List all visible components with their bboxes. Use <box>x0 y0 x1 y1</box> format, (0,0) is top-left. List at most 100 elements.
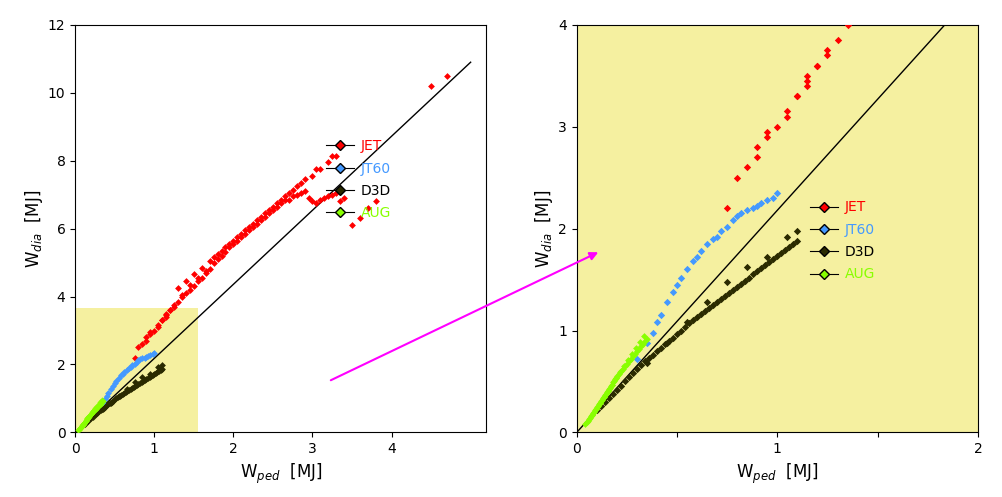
Point <box>273 199 289 207</box>
Point <box>580 415 596 423</box>
Point <box>293 179 309 187</box>
Point <box>720 289 736 297</box>
Point <box>620 373 636 381</box>
Point <box>158 310 174 318</box>
Point <box>121 386 137 394</box>
Point <box>585 408 601 416</box>
Point <box>704 301 720 309</box>
Point <box>738 164 755 171</box>
Point <box>592 402 608 410</box>
Point <box>229 233 245 241</box>
Point <box>185 270 201 278</box>
Point <box>615 362 631 370</box>
Point <box>744 270 761 278</box>
Point <box>301 194 317 202</box>
Point <box>624 369 640 377</box>
Point <box>769 189 785 197</box>
Point <box>158 311 174 319</box>
Point <box>594 394 610 402</box>
Point <box>108 377 124 385</box>
Point <box>151 367 167 375</box>
Point <box>676 324 692 331</box>
Point <box>765 194 781 202</box>
Point <box>588 406 604 414</box>
Point <box>118 385 134 393</box>
Point <box>740 273 757 281</box>
Point <box>600 394 616 402</box>
Point <box>78 416 94 424</box>
Point <box>829 0 845 3</box>
Point <box>622 355 638 363</box>
Legend: JET, JT60, D3D, AUG: JET, JT60, D3D, AUG <box>321 134 397 226</box>
Point <box>631 338 647 346</box>
Point <box>225 237 241 245</box>
Point <box>668 330 684 337</box>
Point <box>623 350 639 358</box>
Point <box>130 380 146 388</box>
Point <box>102 385 118 393</box>
Point <box>632 361 648 369</box>
Point <box>265 206 281 214</box>
Point <box>91 404 107 412</box>
Point <box>718 278 734 286</box>
Point <box>134 354 150 362</box>
Point <box>839 16 855 24</box>
Point <box>125 383 141 391</box>
Point <box>169 284 186 292</box>
Point <box>79 415 95 423</box>
Point <box>82 411 98 418</box>
Point <box>85 408 101 415</box>
Point <box>634 340 650 348</box>
Point <box>95 399 111 407</box>
Point <box>124 384 140 392</box>
Point <box>132 355 148 363</box>
Point <box>620 357 636 365</box>
Point <box>113 371 129 379</box>
Point <box>608 386 624 394</box>
Point <box>595 393 611 401</box>
X-axis label: W$_{ped}$  [MJ]: W$_{ped}$ [MJ] <box>735 462 818 486</box>
Point <box>132 379 148 387</box>
Point <box>128 358 145 366</box>
Point <box>612 382 628 390</box>
Point <box>162 306 178 314</box>
Point <box>80 413 96 421</box>
Point <box>352 215 368 223</box>
Point <box>77 417 93 425</box>
Point <box>328 189 344 197</box>
Point <box>604 379 620 387</box>
Point <box>152 366 168 374</box>
Point <box>73 422 89 430</box>
Point <box>119 387 135 395</box>
Point <box>627 344 643 352</box>
Point <box>122 363 138 371</box>
Point <box>773 249 789 257</box>
Point <box>736 277 753 285</box>
Point <box>244 223 261 231</box>
Point <box>248 216 265 224</box>
Point <box>604 390 620 398</box>
Point <box>332 197 348 205</box>
Point <box>181 281 197 289</box>
Point <box>78 418 94 426</box>
Point <box>117 388 133 396</box>
Point <box>664 288 680 296</box>
Point <box>277 196 293 204</box>
Point <box>688 253 704 261</box>
Point <box>809 62 825 70</box>
Point <box>142 370 158 378</box>
Point <box>82 412 98 419</box>
Point <box>225 240 241 248</box>
Point <box>269 199 285 207</box>
Point <box>169 298 186 306</box>
Point <box>312 165 328 173</box>
Point <box>277 192 293 200</box>
Point <box>601 384 617 392</box>
Point <box>154 365 170 373</box>
Point <box>73 423 89 431</box>
Point <box>781 243 797 251</box>
Point <box>712 227 728 235</box>
Point <box>324 152 340 160</box>
Point <box>134 373 150 381</box>
Point <box>608 372 624 380</box>
